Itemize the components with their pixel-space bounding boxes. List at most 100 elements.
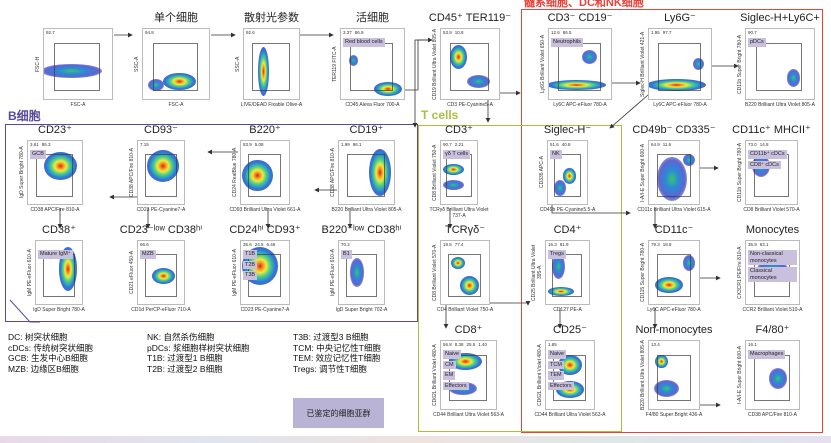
gate-percentages: 35.9 63.1 bbox=[748, 242, 769, 247]
plot-title: CD4⁺ bbox=[553, 224, 582, 236]
gate-percentage: 11.6 bbox=[662, 142, 672, 147]
gate-percentages: 3.37 86.9 bbox=[343, 30, 364, 35]
flow-plot-panel: B220⁺ CD93 Brilliant Ultra Violet 661-A CD… bbox=[229, 124, 300, 213]
x-axis-label: IgD Super Bright 780-A bbox=[33, 307, 85, 313]
gate-percentages: 92.6 bbox=[246, 30, 255, 35]
plot-area bbox=[43, 28, 113, 100]
gate bbox=[753, 354, 791, 401]
y-axis-label: CD335 APC-A bbox=[539, 156, 545, 189]
flow-plot-panel: 活细胞 CD45 Alexa Fluor 700-A TER119 FITC-A 3.… bbox=[332, 12, 405, 108]
flow-plot-panel: CD45⁺ TER119⁻ CD3 PE-Cyanine5-A CD19 Brill… bbox=[429, 12, 511, 108]
population-label: TEM bbox=[548, 371, 564, 380]
population-label: Naive bbox=[548, 350, 567, 359]
gate-percentage: 10.8 bbox=[454, 30, 464, 35]
gate bbox=[656, 253, 691, 297]
x-axis-label: CD1d PerCP-eFluor 710-A bbox=[131, 307, 191, 313]
x-axis-label: CD44 Brilliant Ultra Violet 563-A bbox=[534, 412, 606, 418]
gate bbox=[252, 43, 290, 91]
population-label: Non-classical monocytes bbox=[748, 250, 797, 265]
density-cluster bbox=[369, 148, 392, 197]
flow-plot-panel: 单个细胞 FSC-A SSC-A 94.8 bbox=[134, 12, 210, 108]
density-cluster bbox=[682, 255, 696, 271]
density-cluster bbox=[558, 354, 582, 375]
density-cluster bbox=[449, 44, 468, 70]
gate-percentage: 35.9 bbox=[748, 242, 757, 247]
plot-title: Siglec-H⁻ bbox=[543, 124, 592, 136]
plot-title: F4/80⁺ bbox=[755, 324, 790, 336]
x-axis-label: CD3 PE-Cyanine5-A bbox=[447, 102, 493, 108]
population-labels: γδ T cells bbox=[443, 150, 471, 159]
density-cluster bbox=[549, 80, 607, 90]
y-axis-label: CD25 Brilliant Ultra Violet 395-A bbox=[531, 244, 543, 301]
flow-plot-panel: Ly6G⁻ Ly6C APC-eFluor 780-A Siglec-H Brill… bbox=[640, 12, 712, 108]
y-axis-label: I-A/I-E Super Bright 600-A bbox=[737, 345, 743, 405]
gate-percentage: 2.21 bbox=[454, 142, 464, 147]
arrow bbox=[609, 94, 649, 129]
gate-percentages: 16.1 bbox=[748, 342, 757, 347]
y-axis-label: FSC-H bbox=[35, 56, 41, 72]
flow-plot-panel: TCRγδ⁻ CD4 Brilliant Violet 750-A CD8 Bril… bbox=[432, 224, 493, 313]
plot-area bbox=[648, 340, 700, 410]
y-axis-label: Siglec-H Brilliant Violet 421-A bbox=[640, 31, 646, 97]
legend-item: T1B: 过渡型1 B细胞 bbox=[147, 353, 223, 363]
gate-percentages: 1.95 97.7 bbox=[651, 30, 672, 35]
legend-col-1: DC: 树突状细胞 cDCs: 传统树突状细胞 GCB: 生发中心B细胞 MZB… bbox=[8, 332, 93, 374]
x-axis-label: CD11c Brilliant Ultra Violet 615-A bbox=[637, 207, 711, 213]
b-cell-section-title: B细胞 bbox=[8, 109, 41, 123]
plot-title: CD24ʰⁱ CD93⁺ bbox=[229, 224, 301, 236]
population-labels: GCB bbox=[30, 150, 46, 159]
gate-percentage: 81.9 bbox=[559, 242, 569, 247]
x-axis-label: CD49b PE-Cyanine5.5-A bbox=[539, 207, 596, 213]
population-labels: Mature IgM⁺ bbox=[38, 250, 73, 259]
plot-title: TCRγδ⁻ bbox=[444, 224, 486, 236]
legend-item: pDCs: 浆细胞样树突状细胞 bbox=[147, 342, 250, 353]
density-cluster bbox=[553, 180, 566, 197]
x-axis-label: CD127 PE-A bbox=[553, 307, 582, 313]
density-cluster bbox=[242, 159, 274, 192]
gate bbox=[144, 153, 177, 197]
y-axis-label: CD8 Brilliant Violet 570-A bbox=[432, 244, 438, 301]
flow-plot-panel: CD8⁺ CD44 Brilliant Ultra Violet 563-A CD6… bbox=[432, 324, 504, 418]
flow-plot-panel: CD11c⁺ MHCII⁺ CD8 Brilliant Violet 570-A C… bbox=[732, 124, 811, 213]
density-cluster bbox=[467, 75, 491, 88]
density-cluster bbox=[442, 163, 465, 175]
gate-percentage: 1.99 bbox=[341, 142, 350, 147]
x-axis-label: CD44 Brilliant Ultra Violet 563-A bbox=[432, 412, 505, 418]
gate-percentage: 77.4 bbox=[454, 242, 464, 247]
population-label: Classical monocytes bbox=[748, 267, 797, 282]
plot-title: CD25⁻ bbox=[553, 324, 587, 336]
x-axis-label: TCRγδ Brilliant Ultra Violet 737-A bbox=[429, 207, 489, 219]
density-cluster bbox=[348, 55, 359, 66]
gate-percentages: 92.7 bbox=[46, 30, 55, 35]
plot-title: CD11c⁺ MHCII⁺ bbox=[732, 124, 811, 136]
density-cluster bbox=[693, 57, 705, 71]
gate bbox=[248, 153, 282, 197]
flow-plot-panel: CD49b⁻ CD335⁻ CD11c Brilliant Ultra Viole… bbox=[632, 124, 715, 213]
y-axis-label: I-A/I-E Super Bright 600-A bbox=[640, 143, 646, 202]
gate-percentages: 51.6 40.8 bbox=[550, 142, 571, 147]
gate-percentage: 92.7 bbox=[46, 30, 55, 35]
plot-title: CD23⁺ bbox=[38, 124, 72, 136]
y-axis-label: IgD Super Bright 780-A bbox=[19, 146, 25, 199]
flow-plot-panel: FSC-A FSC-H 92.7 bbox=[35, 28, 113, 108]
gate-percentage: 8.38 bbox=[454, 342, 464, 347]
density-cluster bbox=[257, 46, 269, 96]
y-axis-label: CD115 Super Bright 780-A bbox=[640, 242, 646, 303]
density-cluster bbox=[655, 354, 668, 369]
population-label: NK bbox=[550, 150, 562, 159]
density-cluster bbox=[442, 180, 465, 191]
t-cell-section-title: T cells bbox=[421, 108, 459, 122]
x-axis-label: CD4 Brilliant Violet 750-A bbox=[436, 307, 494, 313]
population-label: MZB bbox=[140, 250, 156, 259]
x-axis-label: CD38 APC/Fire 810-A bbox=[30, 207, 80, 213]
gate-percentage: 24.5 bbox=[254, 242, 264, 247]
population-label: Naive bbox=[443, 350, 462, 359]
population-labels: Non-classical monocytes Classical monocyt… bbox=[748, 250, 797, 282]
gate-percentages: 56.8 8.38 25.5 1.40 bbox=[443, 342, 487, 347]
density-cluster bbox=[654, 380, 679, 398]
gate-percentages: 12.6 86.5 bbox=[551, 30, 572, 35]
gate-percentage: 92.6 bbox=[246, 30, 255, 35]
gate bbox=[558, 43, 601, 91]
y-axis-label: IgM PE-eFluor 610-A bbox=[232, 249, 238, 296]
density-cluster bbox=[460, 275, 480, 295]
